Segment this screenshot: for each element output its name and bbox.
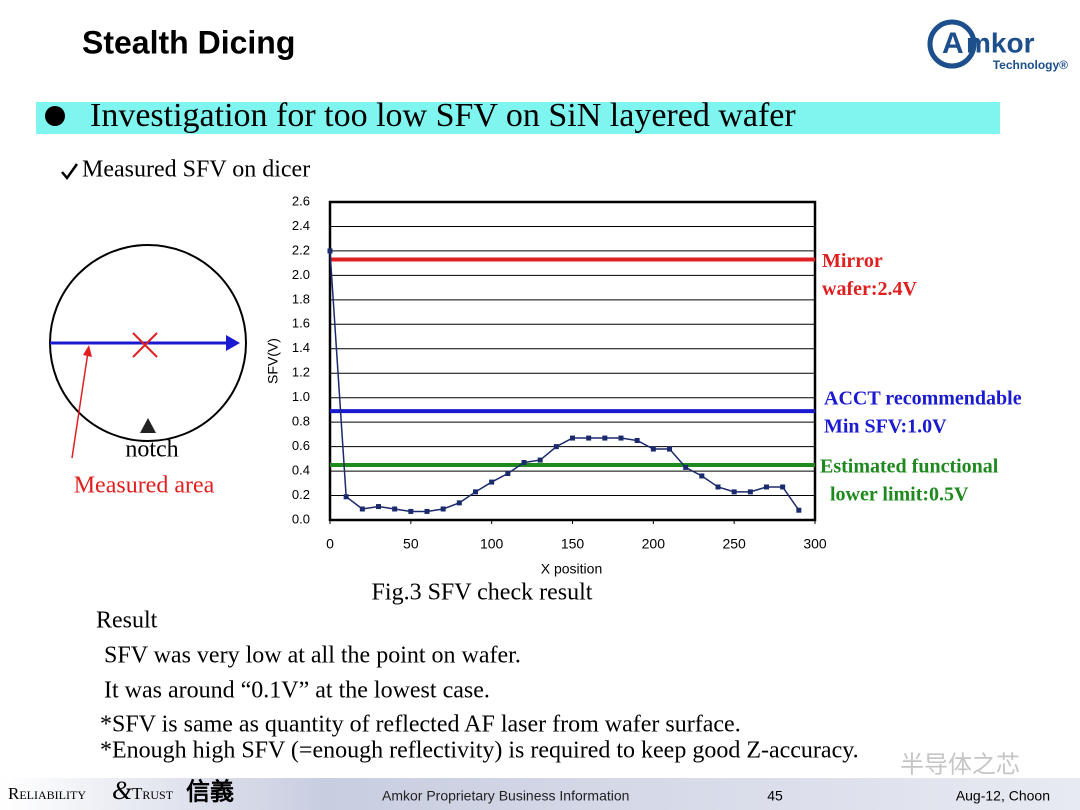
data-point <box>667 446 672 452</box>
footer-bar <box>0 778 1080 810</box>
y-tick-label: 1.8 <box>292 291 310 306</box>
data-point <box>473 489 478 495</box>
logo-letter: A <box>942 27 964 60</box>
area-label: Measured area <box>74 473 215 499</box>
footer-amp: & <box>112 776 133 805</box>
plot-frame <box>328 200 817 522</box>
data-point <box>408 508 414 514</box>
footer-date: Aug-12, Choon <box>956 788 1050 804</box>
data-point <box>521 460 527 466</box>
data-point <box>683 464 689 470</box>
data-point <box>343 494 349 500</box>
area-arrow <box>71 351 89 459</box>
y-tick-label: 0.2 <box>292 487 310 502</box>
chart-caption: Fig.3 SFV check result <box>372 580 593 606</box>
y-tick-label: 2.2 <box>292 242 310 257</box>
area-arrowhead <box>83 345 92 357</box>
reference-label: Min SFV:1.0V <box>824 416 947 438</box>
data-point <box>327 248 333 254</box>
y-tick-label: 2.0 <box>292 267 310 282</box>
x-tick-label: 0 <box>326 536 334 552</box>
result-line: It was around “0.1V” at the lowest case. <box>104 678 490 704</box>
x-tick-label: 300 <box>803 536 827 552</box>
result-note: *Enough high SFV (=enough reflectivity) … <box>100 738 859 764</box>
footer-info: Amkor Proprietary Business Information <box>382 788 629 804</box>
y-tick-label: 1.0 <box>292 389 310 404</box>
y-tick-label: 1.4 <box>292 340 310 355</box>
data-point <box>618 435 624 441</box>
data-point <box>489 479 495 485</box>
data-point <box>359 506 365 512</box>
data-point <box>715 484 721 490</box>
scan-arrow <box>226 335 240 351</box>
reference-label: lower limit:0.5V <box>830 484 969 506</box>
result-note: *SFV is same as quantity of reflected AF… <box>100 712 741 738</box>
reference-label: ACCT recommendable <box>824 388 1022 410</box>
subheading: Measured SFV on dicer <box>82 157 310 183</box>
data-point <box>537 457 543 463</box>
y-tick-label: 0.4 <box>292 463 310 478</box>
banner: Investigation for too low SFV on SiN lay… <box>90 97 796 134</box>
page-number: 45 <box>767 788 783 804</box>
data-point <box>586 435 592 441</box>
reference-label: Estimated functional <box>820 456 999 478</box>
notch-label: notch <box>125 437 178 463</box>
data-point <box>570 435 575 441</box>
data-point <box>634 438 640 443</box>
data-point <box>440 506 446 512</box>
footer-brand: 信義 <box>186 778 234 806</box>
data-point <box>553 444 559 450</box>
center-mark <box>132 332 158 358</box>
logo-name: mkor <box>966 27 1035 58</box>
y-tick-label: 2.6 <box>292 193 310 208</box>
footer-brand: Reliability <box>8 784 86 803</box>
x-axis-label: X position <box>541 561 602 577</box>
data-line <box>329 250 800 513</box>
logo-ring <box>927 19 977 69</box>
bullet <box>45 106 65 126</box>
banner-bg <box>36 102 1000 134</box>
check-mark <box>61 163 79 181</box>
data-point <box>764 484 769 490</box>
y-tick-label: 2.4 <box>292 218 310 233</box>
x-tick-label: 200 <box>642 536 666 552</box>
chart: 0.0 0.2 0.4 0.6 0.8 1.0 1.2 1.4 1.6 1.8 2.0 2.2 2.4 2… <box>265 193 1022 605</box>
data-point <box>602 435 608 441</box>
y-tick-label: 0.6 <box>292 438 310 453</box>
data-point <box>505 471 511 477</box>
result-line: SFV was very low at all the point on waf… <box>104 643 521 669</box>
y-tick-label: 0.8 <box>292 414 310 429</box>
result-heading: Result <box>96 608 158 634</box>
watermark: 半导体之芯 <box>900 751 1020 778</box>
notch-mark <box>140 418 156 433</box>
data-point <box>376 504 381 510</box>
footer-brand: Trust <box>132 784 174 803</box>
data-point <box>796 507 802 513</box>
x-tick-label: 150 <box>561 536 585 552</box>
x-tick-label: 50 <box>403 536 419 552</box>
data-point <box>392 506 398 512</box>
y-tick-label: 1.2 <box>292 365 310 380</box>
data-point <box>731 489 737 495</box>
data-point <box>699 473 705 479</box>
data-point <box>456 500 462 506</box>
reference-label: wafer:2.4V <box>822 278 918 300</box>
y-tick-label: 0.0 <box>292 511 310 526</box>
logo-sub: Technology® <box>993 58 1068 72</box>
slide-title: Stealth Dicing <box>82 24 295 60</box>
data-point <box>747 489 753 495</box>
data-point <box>424 508 430 514</box>
data-point <box>780 484 786 490</box>
y-tick-label: 1.6 <box>292 316 310 331</box>
data-point <box>650 446 656 452</box>
x-tick-label: 250 <box>722 536 746 552</box>
x-tick-label: 100 <box>480 536 504 552</box>
reference-label: Mirror <box>822 250 883 272</box>
y-axis-label: SFV(V) <box>265 338 281 384</box>
